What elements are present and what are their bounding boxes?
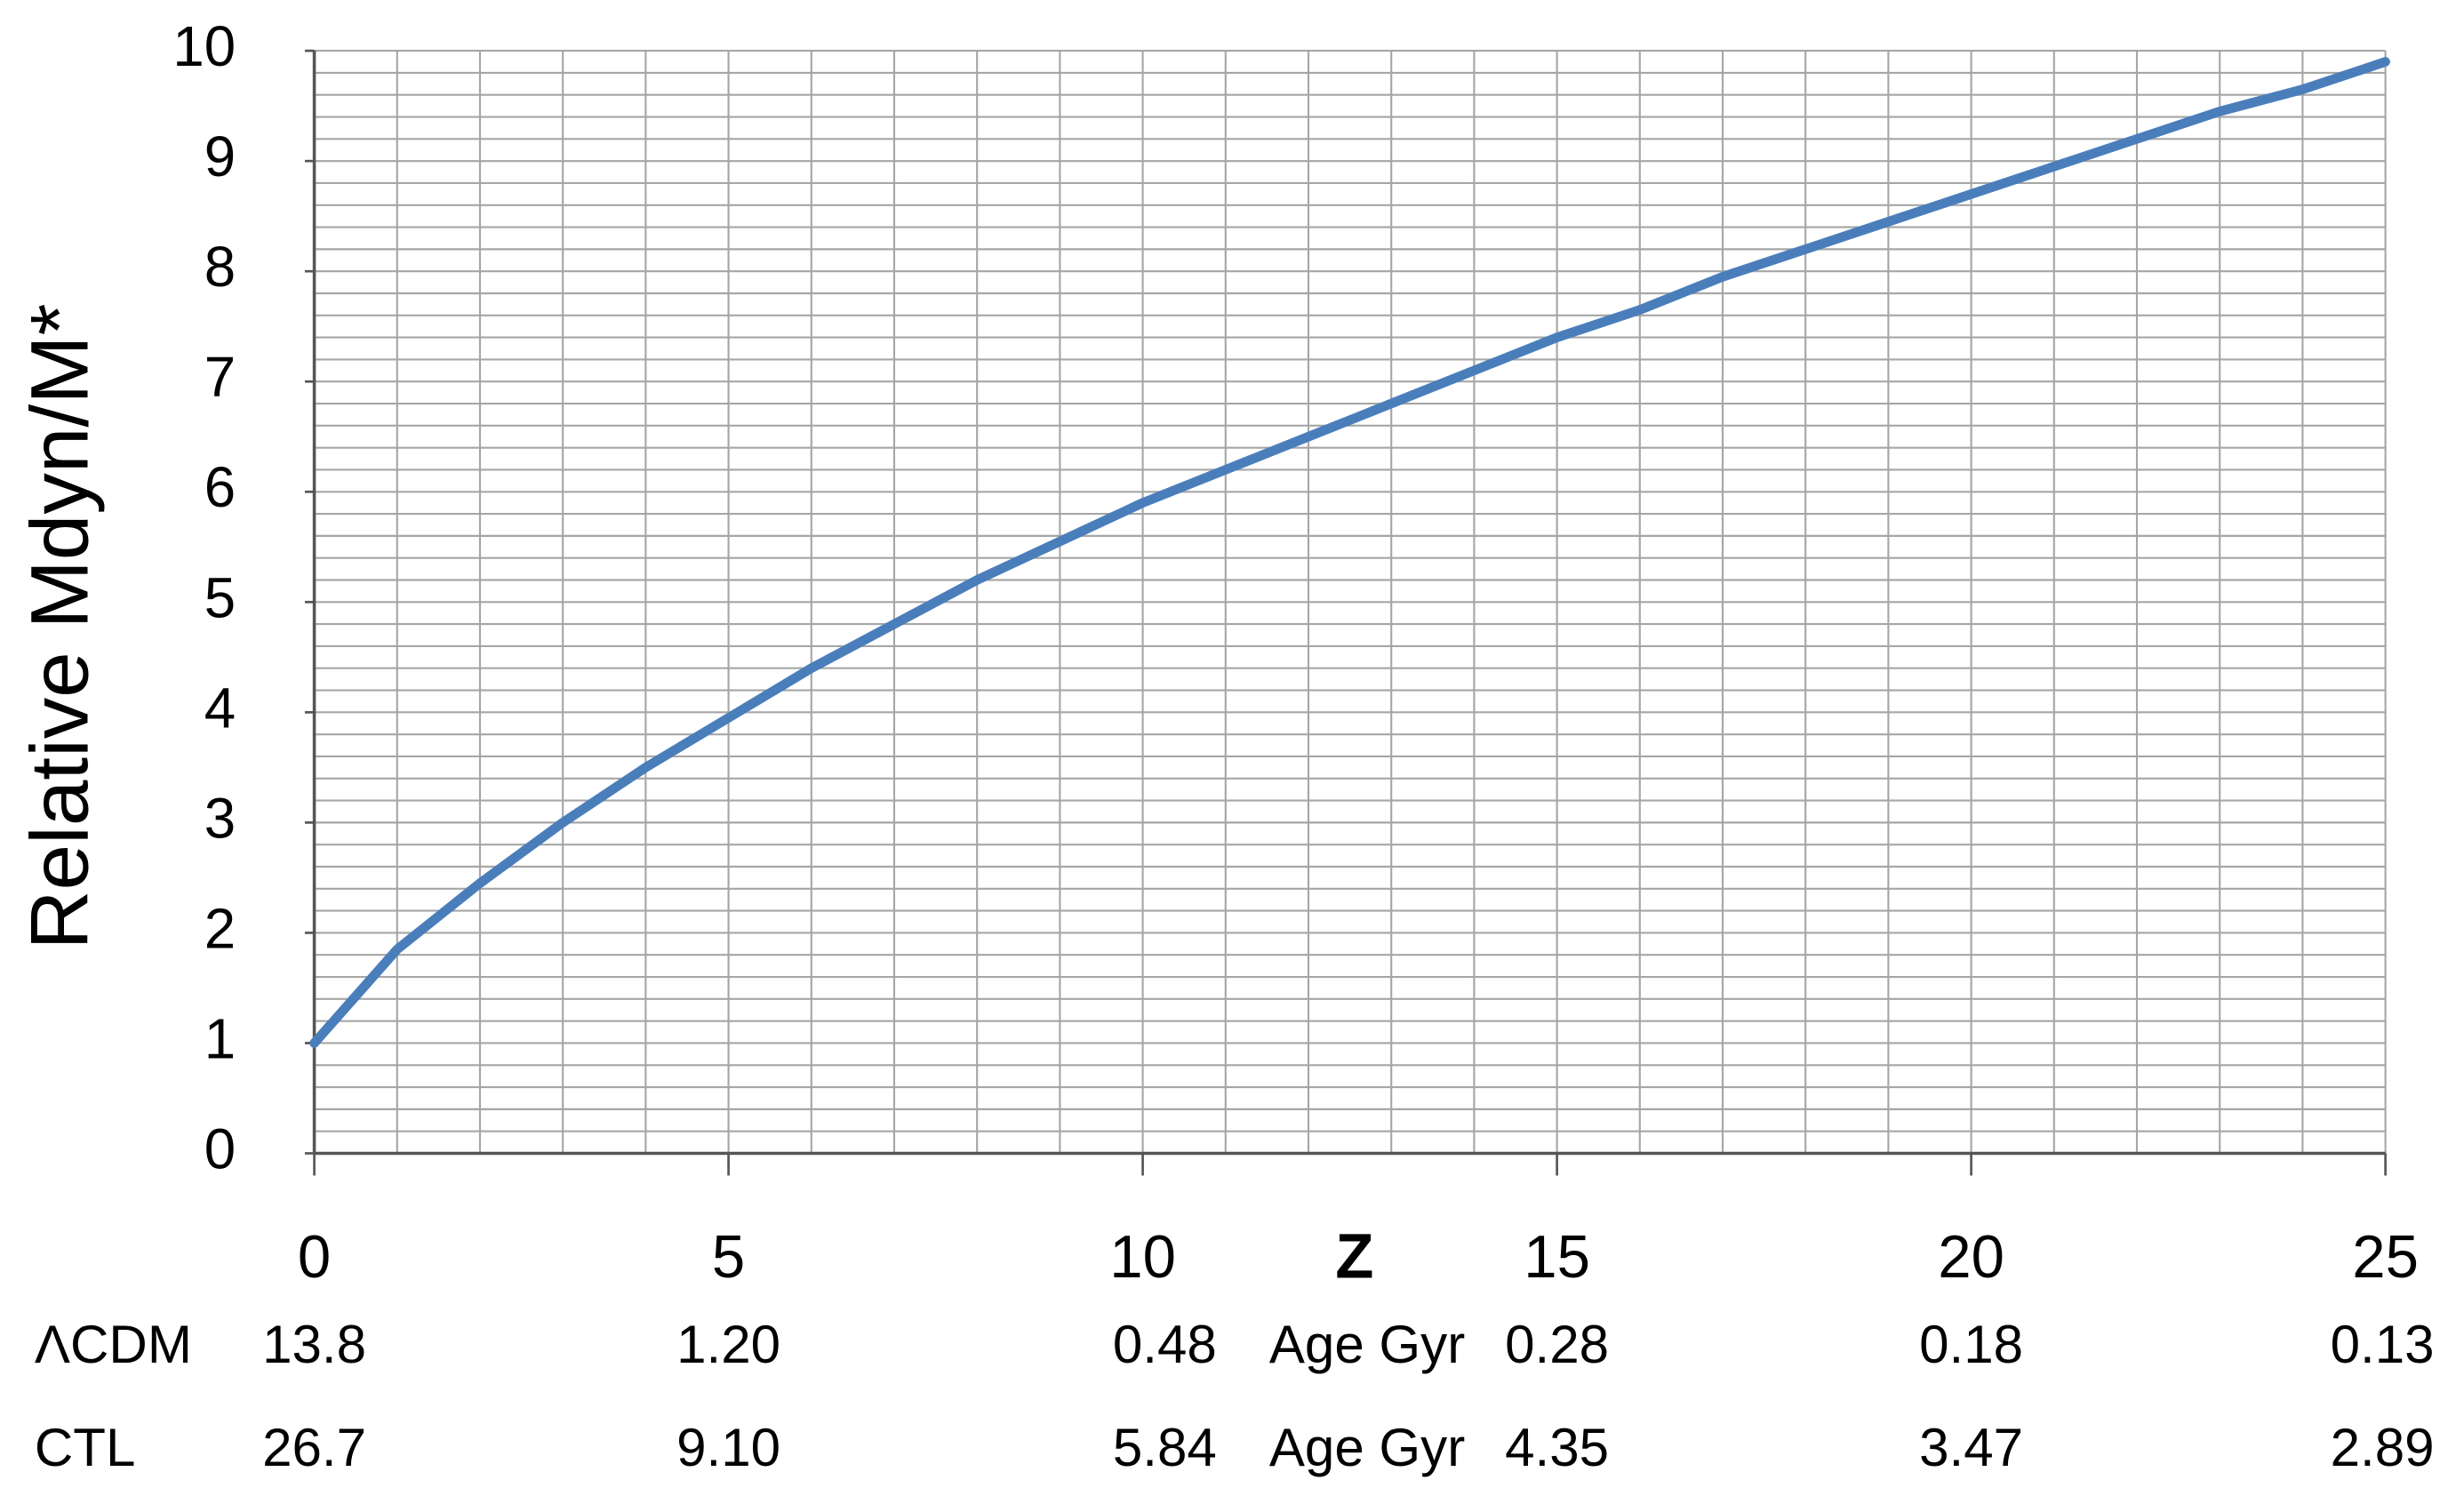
table-value: 0.28 [1505, 1314, 1609, 1374]
table-value: 4.35 [1505, 1417, 1609, 1477]
y-tick-label: 0 [204, 1116, 236, 1180]
table-value: 0.13 [2331, 1314, 2435, 1374]
row-label: ΛCDM [35, 1314, 192, 1374]
y-tick-label: 4 [204, 676, 236, 740]
table-value: 2.89 [2331, 1417, 2435, 1477]
x-tick-label: 0 [298, 1223, 331, 1290]
table-value: 0.48 [1113, 1314, 1217, 1374]
table-value: 9.10 [676, 1417, 780, 1477]
y-tick-label: 5 [204, 565, 236, 629]
y-tick-label: 9 [204, 124, 236, 188]
table-value: 0.18 [1919, 1314, 2023, 1374]
x-tick-label: 20 [1938, 1223, 2004, 1290]
table-value: 26.7 [262, 1417, 366, 1477]
x-tick-label: 5 [712, 1223, 745, 1290]
table-value: 5.84 [1113, 1417, 1217, 1477]
y-tick-label: 10 [172, 14, 236, 78]
x-tick-label: 15 [1524, 1223, 1590, 1290]
y-axis-label: Relative Mdyn/M* [13, 303, 106, 949]
unit-label: Age Gyr [1269, 1314, 1465, 1374]
y-tick-label: 8 [204, 235, 236, 299]
table-value: 3.47 [1919, 1417, 2023, 1477]
y-tick-label: 3 [204, 786, 236, 850]
row-label: CTL [35, 1417, 136, 1477]
x-tick-label: 25 [2352, 1223, 2419, 1290]
unit-label: Age Gyr [1269, 1417, 1465, 1477]
y-tick-label: 2 [204, 896, 236, 960]
y-tick-label: 7 [204, 345, 236, 409]
table-value: 1.20 [676, 1314, 780, 1374]
x-tick-label: 10 [1109, 1223, 1176, 1290]
y-tick-label: 6 [204, 455, 236, 519]
table-value: 13.8 [262, 1314, 366, 1374]
data-line [309, 57, 2390, 1048]
y-tick-label: 1 [204, 1006, 236, 1070]
x-axis-label: Z [1335, 1221, 1373, 1292]
